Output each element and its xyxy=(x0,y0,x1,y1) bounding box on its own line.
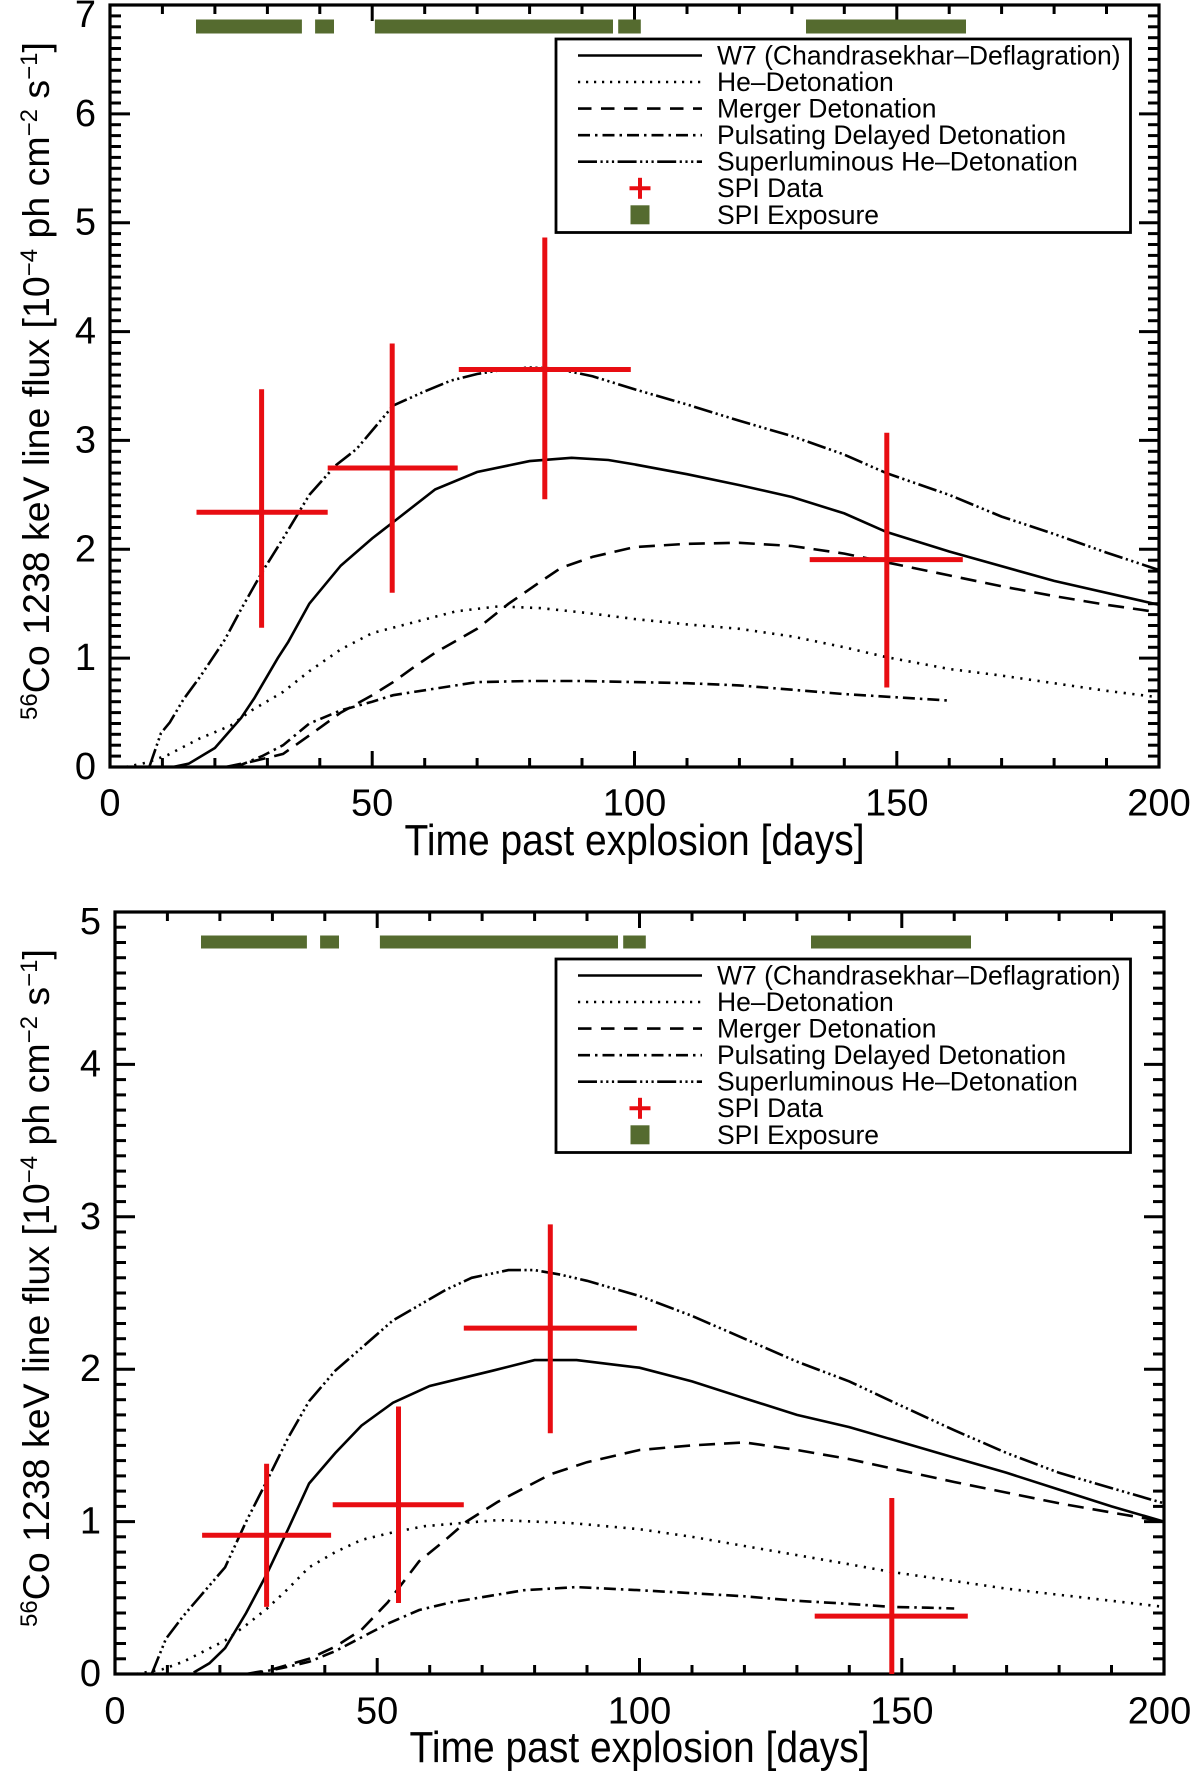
svg-text:Pulsating Delayed Detonation: Pulsating Delayed Detonation xyxy=(717,1040,1066,1070)
svg-text:SPI Data: SPI Data xyxy=(717,173,823,203)
svg-text:200: 200 xyxy=(1128,1691,1191,1733)
svg-text:He–Detonation: He–Detonation xyxy=(717,987,894,1017)
svg-text:SPI Data: SPI Data xyxy=(717,1093,823,1123)
svg-text:100: 100 xyxy=(603,783,666,825)
svg-text:Superluminous He–Detonation: Superluminous He–Detonation xyxy=(717,1067,1078,1097)
svg-text:2: 2 xyxy=(75,528,96,570)
svg-text:1: 1 xyxy=(75,637,96,679)
svg-text:Superluminous He–Detonation: Superluminous He–Detonation xyxy=(717,147,1078,177)
svg-text:4: 4 xyxy=(75,311,96,353)
svg-text:Merger Detonation: Merger Detonation xyxy=(717,94,936,124)
svg-text:4: 4 xyxy=(80,1043,101,1085)
svg-text:3: 3 xyxy=(75,419,96,461)
svg-text:0: 0 xyxy=(80,1653,101,1695)
svg-text:5: 5 xyxy=(80,901,101,943)
svg-text:He–Detonation: He–Detonation xyxy=(717,67,894,97)
svg-text:0: 0 xyxy=(104,1691,125,1733)
svg-text:6: 6 xyxy=(75,93,96,135)
svg-text:56Co 1238 keV line flux [10−4: 56Co 1238 keV line flux [10−4 ph cm−2 s−… xyxy=(15,949,57,1627)
svg-text:56Co 1238 keV line flux [10−4: 56Co 1238 keV line flux [10−4 ph cm−2 s−… xyxy=(15,42,57,720)
svg-text:Time past explosion [days]: Time past explosion [days] xyxy=(409,1723,869,1772)
svg-text:3: 3 xyxy=(80,1196,101,1238)
svg-text:7: 7 xyxy=(75,0,96,36)
svg-text:0: 0 xyxy=(75,746,96,788)
svg-text:SPI Exposure: SPI Exposure xyxy=(717,1120,879,1150)
svg-text:50: 50 xyxy=(356,1691,398,1733)
svg-text:W7 (Chandrasekhar–Deflagration: W7 (Chandrasekhar–Deflagration) xyxy=(717,961,1121,991)
svg-text:2: 2 xyxy=(80,1348,101,1390)
svg-text:Merger Detonation: Merger Detonation xyxy=(717,1014,936,1044)
svg-text:Pulsating Delayed Detonation: Pulsating Delayed Detonation xyxy=(717,120,1066,150)
svg-text:Time past explosion [days]: Time past explosion [days] xyxy=(404,816,864,865)
svg-text:0: 0 xyxy=(99,783,120,825)
svg-text:150: 150 xyxy=(865,783,928,825)
svg-text:W7 (Chandrasekhar–Deflagration: W7 (Chandrasekhar–Deflagration) xyxy=(717,41,1121,71)
svg-text:1: 1 xyxy=(80,1501,101,1543)
svg-text:150: 150 xyxy=(870,1691,933,1733)
svg-text:50: 50 xyxy=(351,783,393,825)
svg-text:200: 200 xyxy=(1127,783,1190,825)
svg-text:100: 100 xyxy=(608,1691,671,1733)
svg-text:SPI Exposure: SPI Exposure xyxy=(717,200,879,230)
svg-text:5: 5 xyxy=(75,202,96,244)
